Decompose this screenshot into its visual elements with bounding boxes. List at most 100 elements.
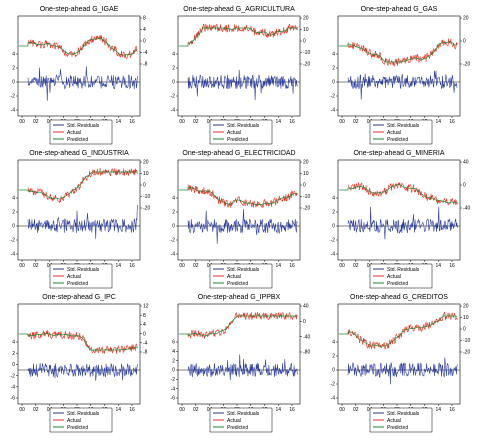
residual-series	[347, 357, 458, 385]
left-tick-label: 0	[172, 80, 175, 86]
actual-series	[187, 311, 298, 339]
panel-title: One-step-ahead G_AGRICULTURA	[183, 6, 295, 13]
left-tick-label: -4	[331, 396, 336, 402]
x-tick-label: 02	[33, 119, 39, 125]
right-tick-label: -4	[143, 341, 148, 347]
right-tick-label: 4	[143, 322, 146, 328]
right-tick-label: -10	[463, 338, 470, 344]
x-tick-label: 02	[193, 407, 199, 413]
x-tick-label: 14	[275, 263, 281, 269]
left-tick-label: -2	[11, 238, 16, 244]
predicted-series	[27, 38, 138, 56]
x-tick-label: 00	[19, 119, 25, 125]
left-tick-label: 0	[172, 224, 175, 230]
legend-label-actual: Actual	[387, 418, 401, 424]
legend-label-predicted: Predicted	[67, 137, 88, 143]
legend-label-actual: Actual	[67, 418, 81, 424]
legend-label-residual: Std. Residuals	[387, 267, 420, 273]
left-tick-label: -2	[331, 382, 336, 388]
right-tick-label: 20	[143, 160, 149, 166]
x-tick-label: 14	[435, 119, 441, 125]
right-tick-label: 8	[143, 313, 146, 319]
left-tick-label: 2	[332, 66, 335, 72]
right-tick-label: 0	[143, 331, 146, 337]
x-tick-label: 14	[435, 263, 441, 269]
legend-label-predicted: Predicted	[227, 425, 248, 431]
left-tick-label: 2	[332, 210, 335, 216]
left-tick-label: 2	[172, 358, 175, 364]
right-tick-label: -20	[463, 350, 470, 356]
right-tick-label: 0	[303, 39, 306, 45]
left-tick-label: 4	[12, 52, 15, 58]
residual-series	[347, 70, 458, 100]
right-tick-label: -4	[143, 50, 148, 56]
right-tick-label: 0	[463, 183, 466, 189]
legend-label-predicted: Predicted	[67, 425, 88, 431]
x-tick-label: 14	[275, 407, 281, 413]
x-tick-label: 04	[47, 263, 53, 269]
right-tick-label: 40	[303, 304, 309, 310]
x-tick-label: 16	[129, 119, 135, 125]
panel-4: One-step-ahead G_INDUSTRIA20100-10-20420…	[11, 150, 150, 289]
actual-series	[347, 311, 458, 350]
right-tick-label: 0	[463, 327, 466, 333]
right-tick-label: 0	[303, 183, 306, 189]
right-tick-label: 8	[143, 16, 146, 22]
x-tick-label: 00	[339, 407, 345, 413]
x-tick-label: 04	[367, 263, 373, 269]
right-tick-label: -10	[303, 194, 310, 200]
legend-label-residual: Std. Residuals	[67, 411, 100, 417]
left-tick-label: -2	[171, 94, 176, 100]
actual-series	[187, 184, 298, 209]
x-tick-label: 14	[435, 407, 441, 413]
actual-series	[27, 167, 138, 204]
panel-3: One-step-ahead G_GAS200-20420-2-40002040…	[331, 6, 470, 145]
actual-series	[187, 23, 298, 46]
left-tick-label: 2	[332, 354, 335, 360]
left-tick-label: -2	[11, 94, 16, 100]
left-tick-label: 0	[332, 80, 335, 86]
right-tick-label: 10	[463, 315, 469, 321]
panel-title: One-step-ahead G_INDUSTRIA	[29, 150, 129, 157]
plot-frame	[177, 159, 301, 261]
left-tick-label: 4	[12, 196, 15, 202]
x-tick-label: 04	[367, 407, 373, 413]
panel-title: One-step-ahead G_CREDITOS	[350, 294, 448, 301]
x-tick-label: 02	[33, 407, 39, 413]
x-tick-label: 00	[179, 119, 185, 125]
x-tick-label: 14	[115, 119, 121, 125]
legend-label-actual: Actual	[387, 274, 401, 280]
right-tick-label: 0	[463, 39, 466, 45]
left-tick-label: 4	[332, 340, 335, 346]
left-tick-label: -4	[171, 386, 176, 392]
plot-frame	[337, 303, 461, 405]
x-tick-label: 02	[193, 119, 199, 125]
legend-label-actual: Actual	[67, 130, 81, 136]
residual-series	[27, 362, 138, 381]
left-tick-label: 4	[332, 52, 335, 58]
right-tick-label: -20	[463, 62, 470, 68]
actual-series	[27, 35, 138, 59]
plot-frame	[17, 159, 141, 261]
x-tick-label: 16	[129, 263, 135, 269]
left-tick-label: 0	[332, 224, 335, 230]
left-tick-label: 0	[12, 224, 15, 230]
right-tick-label: 10	[303, 171, 309, 177]
right-tick-label: 20	[303, 160, 309, 166]
predicted-start-segment	[19, 333, 29, 337]
left-tick-label: 4	[12, 340, 15, 346]
left-tick-label: -6	[171, 396, 176, 402]
panel-8: One-step-ahead G_IPPBX 40 0 -40 -80 6 4 2 0 -2 -4 -…	[171, 294, 310, 433]
legend-label-residual: Std. Residuals	[227, 267, 260, 273]
x-tick-label: 04	[207, 407, 213, 413]
left-tick-label: 2	[12, 210, 15, 216]
left-tick-label: 2	[172, 66, 175, 72]
actual-series	[347, 38, 458, 68]
legend-label-predicted: Predicted	[387, 137, 408, 143]
left-tick-label: 0	[332, 368, 335, 374]
legend-label-predicted: Predicted	[387, 281, 408, 287]
residual-series	[27, 204, 138, 239]
x-tick-label: 00	[179, 263, 185, 269]
